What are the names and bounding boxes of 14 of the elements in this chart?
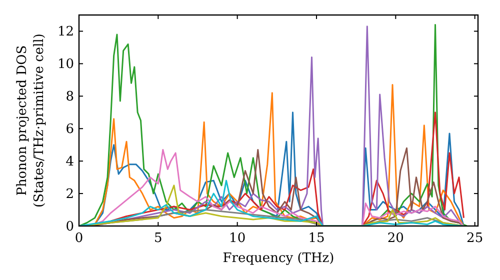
y-tick-label: 8 xyxy=(66,90,74,105)
y-axis-title: Phonon projected DOS (States/THz·primitive cell) xyxy=(15,33,47,208)
y-tick-label: 0 xyxy=(66,220,74,234)
y-tick-label: 10 xyxy=(57,57,74,72)
x-tick-label: 25 xyxy=(466,231,484,246)
y-tick-label: 2 xyxy=(66,187,74,202)
x-axis-title: Frequency (THz) xyxy=(222,251,334,266)
y-tick-label: 6 xyxy=(66,122,74,138)
x-tick-label: 5 xyxy=(154,231,162,246)
x-tick-label: 15 xyxy=(308,231,325,246)
x-tick-label: 20 xyxy=(387,231,404,246)
x-tick-label: 10 xyxy=(229,231,246,246)
y-tick-label: 4 xyxy=(66,154,74,170)
y-tick-label: 12 xyxy=(57,24,74,40)
